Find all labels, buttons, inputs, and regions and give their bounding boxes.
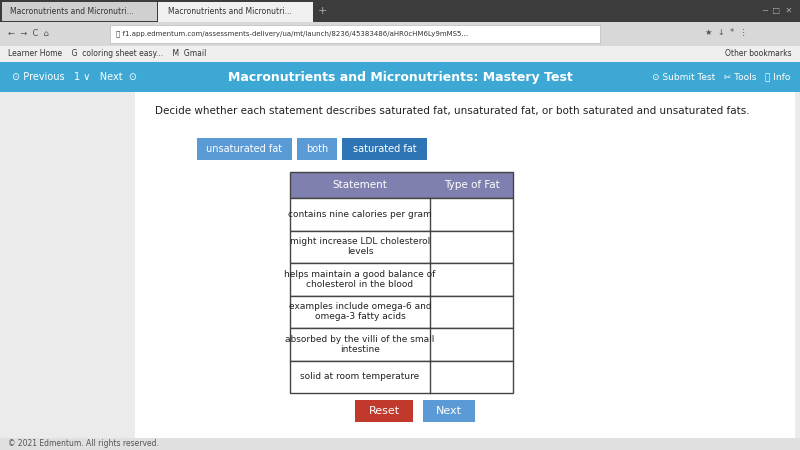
Text: Type of Fat: Type of Fat — [444, 180, 499, 190]
Text: absorbed by the villi of the small
intestine: absorbed by the villi of the small intes… — [286, 334, 434, 354]
Text: Macronutrients and Micronutrients: Mastery Test: Macronutrients and Micronutrients: Maste… — [228, 71, 572, 84]
Bar — [290, 296, 513, 328]
Text: Learner Home    G  coloring sheet easy...    M  Gmail: Learner Home G coloring sheet easy... M … — [8, 50, 206, 58]
Bar — [110, 25, 600, 43]
Bar — [0, 438, 800, 450]
Text: Macronutrients and Micronutri...: Macronutrients and Micronutri... — [168, 6, 292, 15]
Bar — [0, 62, 800, 92]
Bar — [0, 0, 800, 22]
Text: Statement: Statement — [333, 180, 387, 190]
Text: unsaturated fat: unsaturated fat — [206, 144, 282, 154]
Text: ⊙ Previous   1 ∨   Next  ⊙: ⊙ Previous 1 ∨ Next ⊙ — [12, 72, 137, 82]
Text: 🔒 f1.app.edmentum.com/assessments-delivery/ua/mt/launch/8236/45383486/aHR0cHM6Ly: 🔒 f1.app.edmentum.com/assessments-delive… — [116, 31, 468, 37]
Text: Reset: Reset — [369, 406, 399, 416]
Text: +: + — [318, 6, 327, 16]
Bar — [158, 2, 313, 22]
Text: contains nine calories per gram: contains nine calories per gram — [288, 210, 432, 219]
Bar — [0, 46, 800, 62]
Bar — [197, 138, 292, 160]
Bar — [342, 138, 427, 160]
Bar — [297, 138, 337, 160]
Text: Decide whether each statement describes saturated fat, unsaturated fat, or both : Decide whether each statement describes … — [155, 106, 750, 116]
Bar — [135, 92, 795, 438]
Text: ─  □  ✕: ─ □ ✕ — [762, 6, 792, 15]
Bar — [290, 230, 513, 263]
Text: ★  ↓  *  ⋮: ★ ↓ * ⋮ — [705, 28, 748, 37]
Text: Macronutrients and Micronutri...: Macronutrients and Micronutri... — [10, 6, 134, 15]
Bar — [2, 2, 157, 21]
Text: might increase LDL cholesterol
levels: might increase LDL cholesterol levels — [290, 237, 430, 256]
Text: examples include omega-6 and
omega-3 fatty acids: examples include omega-6 and omega-3 fat… — [289, 302, 431, 321]
Bar — [423, 400, 475, 422]
Text: saturated fat: saturated fat — [353, 144, 416, 154]
Bar — [290, 172, 513, 198]
Text: ⊙ Submit Test   ✂ Tools   ⓘ Info: ⊙ Submit Test ✂ Tools ⓘ Info — [652, 72, 790, 81]
Text: ←  →  C  ⌂: ← → C ⌂ — [8, 28, 49, 37]
Bar — [290, 360, 513, 393]
Text: solid at room temperature: solid at room temperature — [300, 372, 420, 381]
Bar — [290, 198, 513, 230]
Text: Next: Next — [436, 406, 462, 416]
Bar — [0, 92, 800, 450]
Bar — [290, 263, 513, 296]
Text: Other bookmarks: Other bookmarks — [726, 50, 792, 58]
Bar — [0, 22, 800, 46]
Bar — [290, 328, 513, 360]
Bar — [355, 400, 413, 422]
Text: helps maintain a good balance of
cholesterol in the blood: helps maintain a good balance of cholest… — [284, 270, 436, 289]
Text: © 2021 Edmentum. All rights reserved.: © 2021 Edmentum. All rights reserved. — [8, 440, 159, 449]
Text: both: both — [306, 144, 328, 154]
